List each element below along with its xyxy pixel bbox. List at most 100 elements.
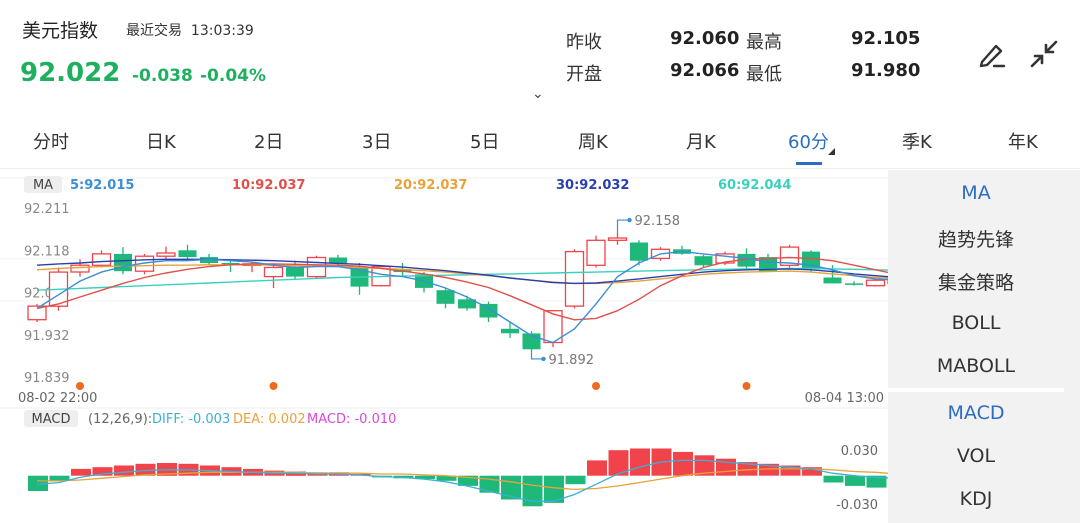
ma-indicator-chip[interactable]: [24, 176, 62, 193]
max-leader-line: [616, 219, 630, 233]
macd-bar-negative: [845, 475, 865, 486]
candle-up: [156, 246, 176, 261]
expand-chevron-icon[interactable]: ⌄: [532, 86, 544, 102]
indicator-gold-strategy[interactable]: 集金策略: [937, 272, 1014, 294]
extreme-annotations: 92.158 91.892: [530, 214, 681, 368]
macd-lines: [36, 459, 888, 502]
candle-up: [564, 249, 585, 309]
instrument-title: 美元指数: [22, 20, 99, 42]
tab-quarterly-k[interactable]: 季K: [902, 132, 932, 153]
tab-5-day[interactable]: 5日: [470, 132, 500, 153]
tab-monthly-k[interactable]: 月K: [686, 132, 716, 153]
price-change: -0.038: [132, 66, 193, 86]
tab-3-day[interactable]: 3日: [362, 132, 392, 153]
ma30-legend: 30:92.032: [556, 178, 629, 193]
macd-bar-positive: [780, 465, 801, 476]
price-tick-label: 92.118: [24, 244, 70, 259]
candle-up: [779, 244, 800, 268]
candle-body: [694, 256, 713, 266]
macd-bar-negative: [28, 475, 48, 491]
tab-weekly-k[interactable]: 周K: [578, 132, 608, 153]
macd-bar-positive: [587, 460, 607, 476]
indicator-kdj[interactable]: KDJ: [959, 488, 993, 510]
indicator-ma[interactable]: MA: [961, 182, 991, 204]
event-marker-dot: [76, 382, 84, 390]
candle-up: [91, 250, 112, 268]
macd-bar-positive: [71, 468, 91, 476]
macd-bar-negative: [49, 475, 70, 481]
candle-down: [845, 281, 863, 286]
candle-body: [263, 266, 284, 278]
tab-dropdown-triangle-icon[interactable]: [828, 148, 835, 155]
ma5-line: [36, 250, 888, 344]
macd-bar-negative: [823, 475, 844, 483]
min-dot: [541, 356, 546, 362]
event-markers: [76, 382, 751, 390]
macd-bar-negative: [522, 475, 543, 507]
candle-down: [221, 260, 240, 273]
collapse-arrows-icon[interactable]: [1028, 38, 1060, 70]
high-value: 92.105: [851, 28, 921, 49]
ma60-legend: 60:92.044: [718, 178, 791, 193]
price-tick-label: 92.211: [24, 202, 70, 217]
candlesticks: [27, 232, 888, 353]
candle-body: [737, 253, 756, 267]
last-trade-label: 最近交易: [126, 23, 182, 39]
tab-daily-k[interactable]: 日K: [146, 132, 176, 153]
event-marker-dot: [592, 382, 600, 390]
candle-down: [436, 288, 455, 309]
low-value: 91.980: [851, 60, 921, 81]
candle-up: [715, 251, 735, 266]
ma5-legend: 5:92.015: [70, 178, 134, 193]
candle-body: [329, 257, 347, 263]
kline-chart[interactable]: MA 5:92.015 10:92.037 20:92.037 30:92.03…: [0, 170, 888, 523]
indicator-boll[interactable]: BOLL: [951, 312, 1001, 334]
macd-tick-bottom: -0.030: [836, 498, 878, 513]
macd-histogram: [28, 448, 887, 507]
panel-divider: [888, 388, 1064, 392]
event-marker-dot: [742, 382, 751, 390]
tab-60-min[interactable]: 60分: [788, 132, 829, 153]
macd-indicator-chip[interactable]: [24, 410, 78, 427]
indicator-vol[interactable]: VOL: [956, 445, 996, 467]
tab-yearly-k[interactable]: 年K: [1008, 132, 1038, 153]
prev-close-value: 92.060: [670, 28, 740, 49]
candle-body: [586, 239, 606, 266]
candle-down: [501, 322, 519, 338]
candle-body: [715, 253, 735, 264]
candle-down: [458, 295, 476, 311]
macd-bar-positive: [630, 448, 650, 476]
macd-bar-positive: [135, 463, 156, 476]
macd-tick-top: 0.030: [841, 444, 878, 459]
macd-indicator-label: MACD: [32, 412, 71, 427]
candle-down: [522, 331, 541, 353]
candle-body: [70, 264, 90, 273]
ma60-line: [36, 267, 888, 291]
candle-body: [458, 299, 476, 309]
macd-bar-negative: [866, 475, 887, 488]
indicator-maboll[interactable]: MABOLL: [936, 355, 1016, 377]
price-tick-label: 91.932: [24, 329, 70, 344]
candle-up: [27, 303, 47, 322]
macd-bar-positive: [737, 462, 758, 476]
tab-intraday[interactable]: 分时: [33, 132, 69, 153]
price-tick-label: 91.839: [24, 371, 70, 386]
candle-body: [865, 279, 886, 287]
dea-legend: DEA: 0.002: [233, 412, 306, 427]
max-price-label: 92.158: [635, 214, 681, 229]
draw-pen-icon[interactable]: [976, 38, 1008, 70]
ma-indicator-label: MA: [33, 178, 53, 193]
active-tab-indicator: [796, 162, 822, 165]
candle-body: [845, 283, 863, 285]
dea-line: [37, 468, 888, 491]
indicator-macd[interactable]: MACD: [947, 402, 1005, 424]
x-label-end: 08-04 13:00: [805, 391, 884, 406]
open-value: 92.066: [670, 60, 740, 81]
indicator-trend-pioneer[interactable]: 趋势先锋: [937, 229, 1014, 251]
candle-body: [156, 252, 176, 257]
candle-body: [479, 303, 498, 318]
macd-bar-negative: [544, 475, 564, 503]
candle-body: [630, 242, 648, 261]
diff-line: [36, 459, 888, 502]
tab-2-day[interactable]: 2日: [254, 132, 284, 153]
